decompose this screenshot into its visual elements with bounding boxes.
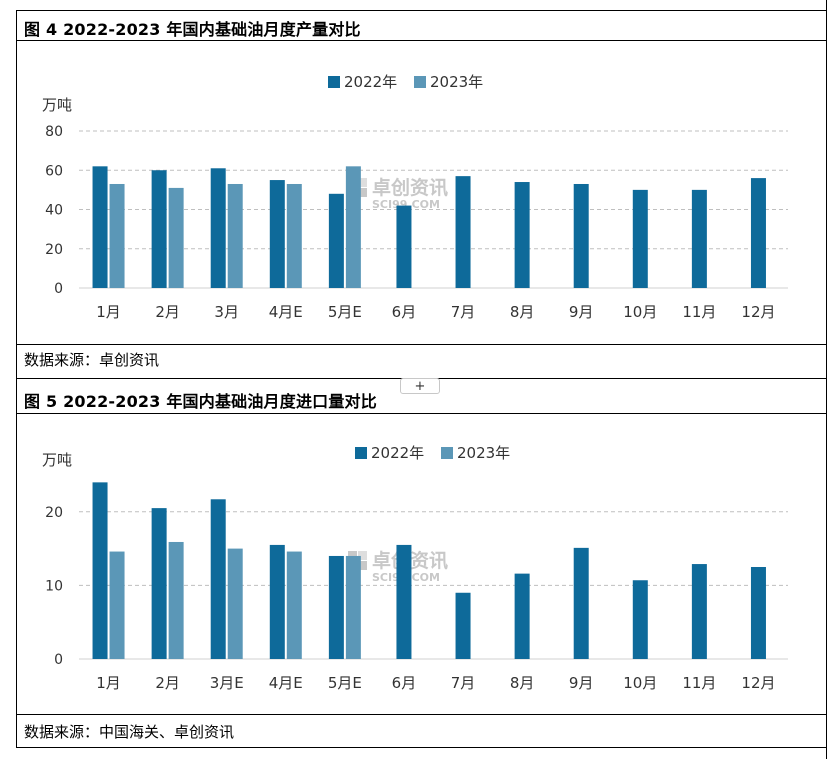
bar-2022年-11月 (691, 189, 707, 288)
bar-2022年-7月 (455, 592, 471, 659)
figure-4-source-border (16, 344, 827, 345)
bar-2022年-9月 (573, 547, 589, 659)
x-tick-label: 6月 (392, 674, 417, 692)
bar-2023年-5月E (345, 166, 361, 288)
watermark-logo (358, 178, 367, 187)
bar-2022年-6月 (396, 205, 412, 288)
x-tick-label: 7月 (451, 303, 476, 321)
x-tick-label: 2月 (155, 674, 180, 692)
bar-2022年-10月 (632, 580, 648, 659)
bar-2022年-10月 (632, 189, 648, 288)
bar-2023年-2月 (168, 187, 184, 288)
bar-2023年-1月 (109, 551, 125, 659)
x-tick-label: 11月 (682, 674, 716, 692)
bar-2022年-1月 (92, 166, 108, 288)
bar-2022年-12月 (750, 178, 766, 288)
figure-4-top-border (16, 10, 827, 11)
x-tick-label: 8月 (510, 303, 535, 321)
bar-2022年-3月E (210, 499, 226, 659)
legend-label: 2022年 (371, 444, 424, 462)
x-tick-label: 12月 (741, 303, 775, 321)
bar-2022年-4月E (269, 544, 285, 659)
y-unit-label: 万吨 (42, 451, 72, 469)
figure-4-title-border (16, 40, 827, 41)
x-tick-label: 11月 (682, 303, 716, 321)
x-tick-label: 8月 (510, 674, 535, 692)
import-chart: 01020万吨卓创资讯SCI99.COM1月2月3月E4月E5月E6月7月8月9… (42, 444, 788, 692)
bar-2022年-2月 (151, 170, 167, 288)
x-tick-label: 3月E (210, 674, 244, 692)
x-tick-label: 2月 (155, 303, 180, 321)
y-tick-label: 20 (45, 242, 63, 258)
x-tick-label: 3月 (214, 303, 239, 321)
bar-2022年-6月 (396, 544, 412, 659)
x-tick-label: 1月 (96, 674, 121, 692)
y-tick-label: 10 (45, 578, 63, 594)
bar-2023年-4月E (286, 183, 302, 288)
figure-5-bottom-border (16, 747, 827, 748)
figure-5-title: 图 5 2022-2023 年国内基础油月度进口量对比 (24, 392, 377, 411)
x-tick-label: 4月E (269, 303, 303, 321)
figure-5-source: 数据来源：中国海关、卓创资讯 (24, 723, 235, 741)
bar-2022年-7月 (455, 176, 471, 288)
x-tick-label: 12月 (741, 674, 775, 692)
x-tick-label: 5月E (328, 674, 362, 692)
x-tick-label: 9月 (569, 303, 594, 321)
x-tick-label: 5月E (328, 303, 362, 321)
bar-2022年-9月 (573, 183, 589, 288)
x-tick-label: 9月 (569, 674, 594, 692)
y-tick-label: 0 (54, 281, 63, 297)
bar-2022年-4月E (269, 180, 285, 288)
watermark-logo (358, 561, 367, 570)
figure-5-title-border (16, 413, 827, 414)
x-tick-label: 10月 (623, 674, 657, 692)
x-tick-label: 10月 (623, 303, 657, 321)
x-tick-label: 6月 (392, 303, 417, 321)
figure-5-source-border (16, 714, 827, 715)
bar-2022年-8月 (514, 573, 530, 659)
legend-label: 2022年 (344, 73, 397, 91)
legend-label: 2023年 (430, 73, 483, 91)
x-tick-label: 4月E (269, 674, 303, 692)
legend-swatch (441, 447, 453, 459)
watermark-logo (358, 188, 367, 197)
y-tick-label: 60 (45, 163, 63, 179)
bar-2022年-5月E (328, 193, 344, 288)
figure-4-source: 数据来源：卓创资讯 (24, 351, 160, 369)
bar-2023年-3月E (227, 548, 243, 659)
right-border (826, 0, 827, 759)
watermark-text: 卓创资讯 (372, 176, 448, 199)
y-tick-label: 0 (54, 652, 63, 668)
insert-row-button[interactable]: + (400, 378, 440, 394)
bar-2023年-1月 (109, 183, 125, 288)
y-unit-label: 万吨 (42, 96, 72, 114)
bar-2023年-5月E (345, 555, 361, 659)
y-tick-label: 40 (45, 203, 63, 219)
watermark-logo (358, 551, 367, 560)
bar-2023年-3月 (227, 183, 243, 288)
bar-2022年-11月 (691, 564, 707, 659)
figure-4-title: 图 4 2022-2023 年国内基础油月度产量对比 (24, 20, 361, 39)
legend-swatch (414, 76, 426, 88)
legend-swatch (355, 447, 367, 459)
left-border (16, 10, 17, 748)
bar-2022年-3月 (210, 168, 226, 288)
bar-2022年-2月 (151, 508, 167, 659)
x-tick-label: 1月 (96, 303, 121, 321)
watermark-logo (348, 551, 357, 560)
y-tick-label: 80 (45, 124, 63, 140)
bar-2022年-5月E (328, 555, 344, 659)
bar-2022年-8月 (514, 182, 530, 288)
y-tick-label: 20 (45, 505, 63, 521)
bar-2023年-4月E (286, 551, 302, 659)
bar-2023年-2月 (168, 541, 184, 659)
bar-2022年-1月 (92, 482, 108, 659)
legend-label: 2023年 (457, 444, 510, 462)
legend-swatch (328, 76, 340, 88)
x-tick-label: 7月 (451, 674, 476, 692)
bar-2022年-12月 (750, 567, 766, 659)
watermark-url: SCI99.COM (372, 198, 440, 211)
